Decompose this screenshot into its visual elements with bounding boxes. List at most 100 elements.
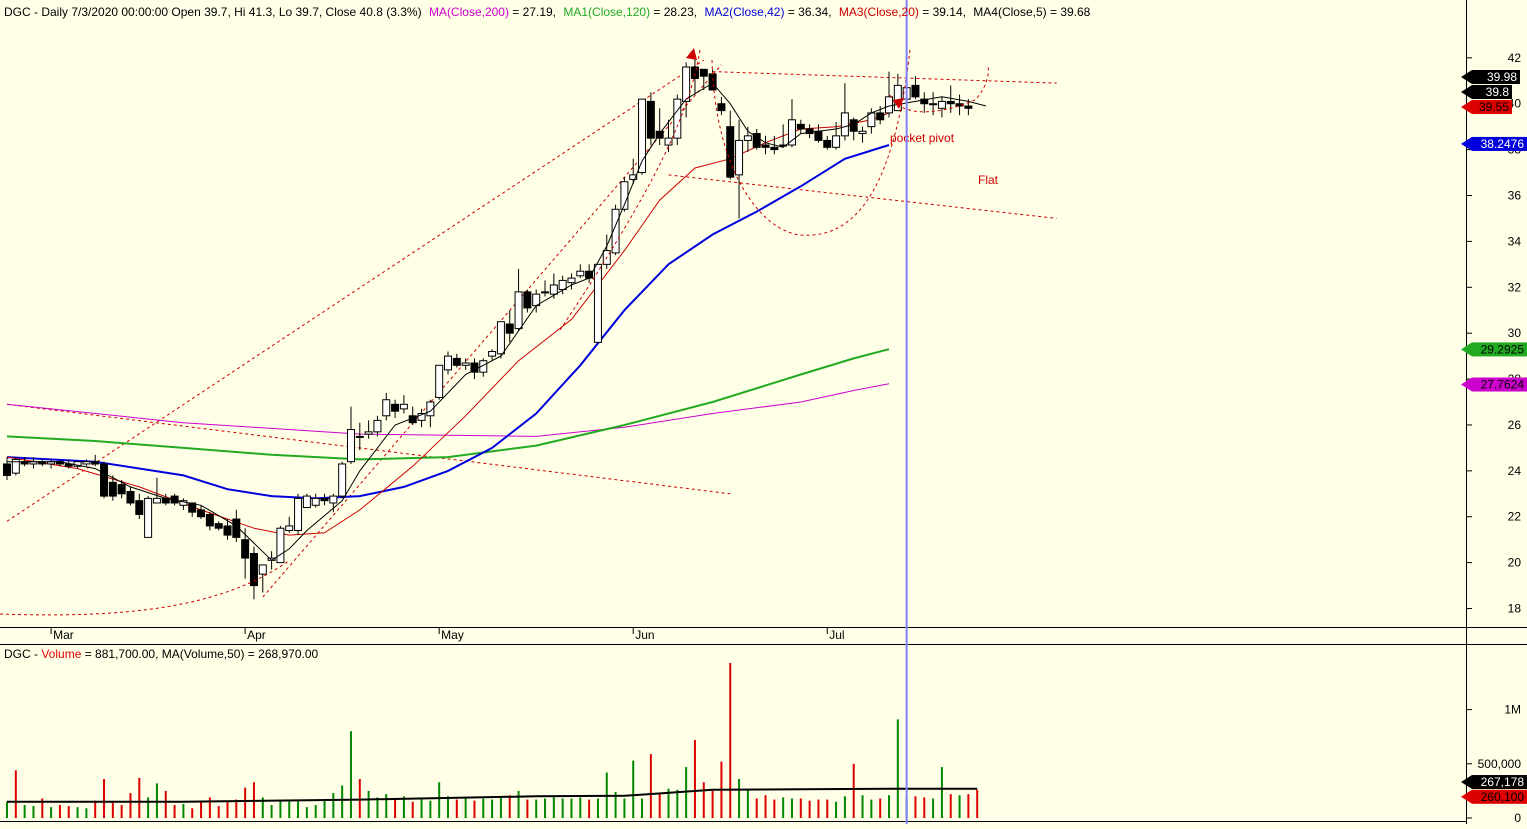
date-axis: Mar Apr May Jun Jul	[50, 627, 845, 642]
axis-marker-box	[1472, 775, 1527, 790]
candle-body	[946, 100, 955, 105]
candle-body	[126, 491, 135, 504]
price-tick-label: 20	[1508, 556, 1522, 570]
candle-body	[64, 463, 73, 467]
candle-body	[858, 130, 867, 135]
candle-body	[338, 463, 347, 497]
candle-body	[814, 130, 823, 141]
candle-body	[823, 139, 832, 148]
candle-body	[832, 135, 841, 148]
ma200-line	[6, 383, 890, 437]
candle-body	[249, 552, 258, 587]
candle-body	[673, 98, 682, 139]
date-tick-label: Jun	[635, 628, 654, 642]
axis-marker: 39.55	[1461, 100, 1512, 114]
volume-ma-line	[7, 787, 978, 803]
candle-body	[355, 435, 364, 438]
price-tick-label: 42	[1508, 51, 1522, 65]
candle-body	[549, 284, 558, 295]
ma120-line	[6, 348, 890, 461]
ma200-value: = 27.19,	[509, 5, 556, 19]
trendline-1	[6, 59, 705, 522]
candle-body	[717, 103, 726, 112]
candle-body	[117, 484, 126, 495]
candle-body	[840, 112, 849, 137]
axis-marker-pointer	[1461, 377, 1472, 392]
candle-body	[682, 66, 691, 102]
candle-body	[320, 497, 329, 502]
candle-body	[452, 357, 461, 366]
axis-marker-pointer	[1461, 136, 1472, 151]
price-tick-label: 22	[1508, 510, 1522, 524]
volume-header-prefix: DGC -	[4, 647, 41, 661]
trendline-0	[6, 403, 731, 495]
candle-body	[761, 144, 770, 148]
candle-body	[664, 137, 673, 146]
candle-body	[276, 527, 285, 564]
candle-body	[214, 523, 223, 529]
candle-body	[593, 263, 602, 343]
candle-body	[373, 419, 382, 433]
candle-body	[108, 481, 117, 497]
ma42-value: = 36.34,	[784, 5, 831, 19]
candle-body	[417, 412, 426, 421]
price-tick-label: 18	[1508, 602, 1522, 616]
candle-body	[514, 291, 523, 330]
candle-body	[735, 139, 744, 176]
candle-body	[391, 403, 400, 412]
candle-body	[302, 495, 311, 509]
axis-marker: 27.7624	[1461, 377, 1527, 392]
candle-body	[329, 495, 338, 504]
candle-body	[11, 458, 20, 474]
candle-body	[435, 364, 444, 398]
candle-body	[929, 103, 938, 106]
candle-body	[311, 497, 320, 506]
candle-body	[920, 98, 929, 105]
price-tick-label: 26	[1508, 418, 1522, 432]
candle-body	[646, 100, 655, 139]
volume-axis: 1M 500,000 0	[1467, 703, 1522, 825]
axis-marker-label: 38.2476	[1481, 137, 1525, 151]
price-tick-label: 24	[1508, 464, 1522, 478]
candle-body	[223, 525, 232, 536]
candle-body	[382, 399, 391, 417]
trendline-4	[668, 174, 1057, 219]
ma20-label: MA3(Close,20)	[839, 5, 919, 19]
candle-body	[188, 502, 197, 513]
price-header-ohlc: DGC - Daily 7/3/2020 00:00:00 Open 39.7,…	[4, 5, 422, 19]
volume-label: Volume	[41, 647, 81, 661]
candle-body	[346, 429, 355, 463]
axis-marker-box	[1472, 377, 1527, 392]
ma120-value: = 28.23,	[650, 5, 697, 19]
candle-body	[699, 68, 708, 77]
axis-marker-pointer	[1461, 85, 1472, 99]
ma5-layer	[7, 82, 987, 561]
axis-marker-label: 39.55	[1479, 100, 1509, 114]
ma42-label: MA2(Close,42)	[704, 5, 784, 19]
candle-body	[964, 105, 973, 109]
candle-body	[893, 84, 902, 112]
axis-marker-box	[1472, 342, 1527, 357]
candle-body	[629, 174, 638, 180]
candle-body	[479, 360, 488, 373]
candle-body	[743, 135, 752, 141]
price-tick-label: 30	[1508, 326, 1522, 340]
axis-marker-label: 29.2925	[1481, 342, 1525, 356]
volume-tick-label: 1M	[1504, 703, 1521, 717]
candle-body	[655, 130, 664, 139]
candle-body	[805, 128, 814, 135]
candle-body	[576, 270, 585, 277]
axis-marker-box	[1472, 100, 1512, 114]
volume-tick-label: 500,000	[1478, 757, 1522, 771]
candle-body	[787, 119, 796, 146]
annotation-arcs	[0, 49, 989, 616]
axis-marker: 39.8	[1461, 85, 1512, 99]
trendline-layer	[6, 59, 1057, 598]
ma120-label: MA1(Close,120)	[563, 5, 650, 19]
flat-label: Flat	[978, 173, 999, 187]
candle-body	[505, 323, 514, 334]
candle-body	[135, 500, 144, 515]
axis-marker-box	[1472, 789, 1527, 804]
candle-body	[241, 539, 250, 559]
